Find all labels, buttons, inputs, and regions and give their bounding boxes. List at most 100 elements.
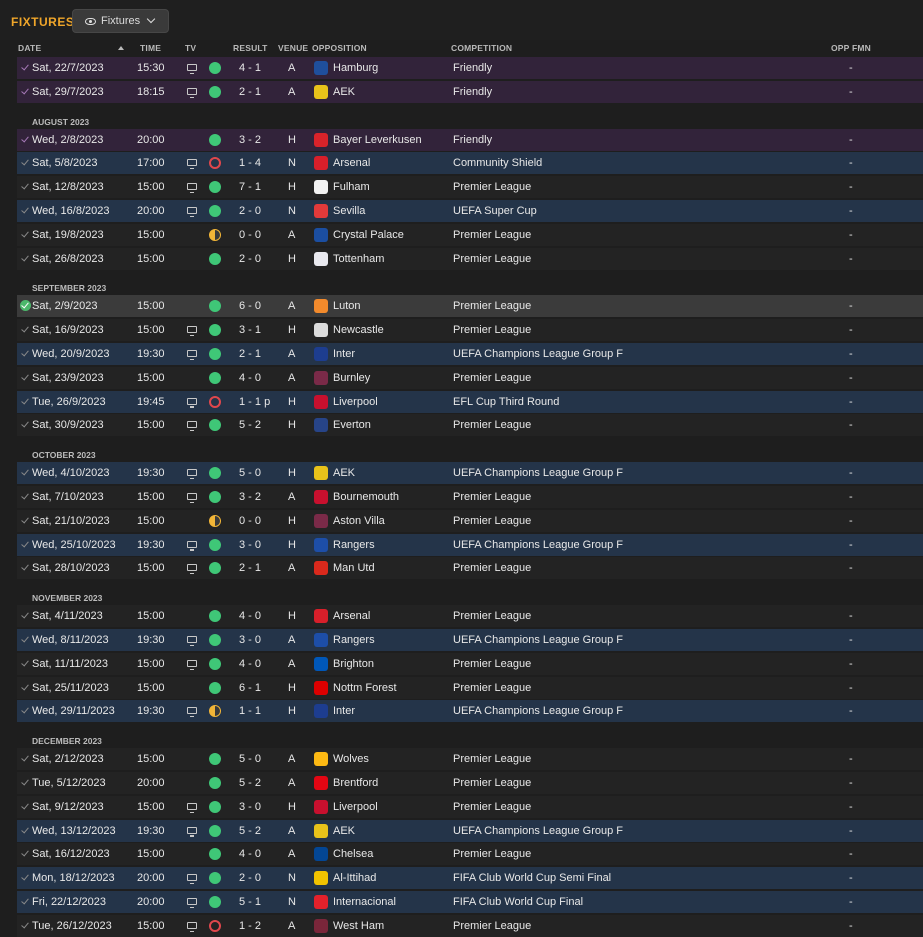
fixture-row[interactable]: Sat, 7/10/2023 15:00 3 - 2 A Bournemouth Prem…: [17, 486, 923, 508]
fixture-row[interactable]: Sat, 25/11/2023 15:00 6 - 1 H Nottm Forest Pr…: [17, 676, 923, 699]
top-bar: FIXTURES Fixtures: [0, 0, 923, 40]
fixture-date: Tue, 26/12/2023: [32, 919, 112, 932]
opposition-name[interactable]: Inter: [333, 705, 356, 718]
opposition-name[interactable]: Arsenal: [333, 610, 371, 623]
fixture-row[interactable]: Sat, 28/10/2023 15:00 2 - 1 A Man Utd Premier…: [17, 557, 923, 580]
fixture-row[interactable]: Sat, 29/7/2023 18:15 2 - 1 A AEK Friendly -: [17, 80, 923, 103]
opposition-name[interactable]: Hamburg: [333, 62, 379, 74]
fixture-row[interactable]: Sat, 12/8/2023 15:00 7 - 1 H Fulham Premier L…: [17, 176, 923, 199]
opposition-name[interactable]: Wolves: [333, 753, 369, 766]
opposition-name[interactable]: Arsenal: [333, 157, 371, 170]
win-indicator-icon: [209, 777, 221, 789]
fixture-row[interactable]: Sat, 11/11/2023 15:00 4 - 0 A Brighton Premie…: [17, 652, 923, 675]
opposition-name[interactable]: Internacional: [333, 896, 396, 908]
opposition-name[interactable]: Liverpool: [333, 395, 378, 408]
opposition-name[interactable]: Al-Ittihad: [333, 872, 377, 885]
col-opp-fmn[interactable]: OPP FMN: [831, 43, 871, 53]
match-score: 5 - 2: [239, 777, 262, 789]
fixture-row[interactable]: Sat, 30/9/2023 15:00 5 - 2 H Everton Premier …: [17, 414, 923, 437]
col-venue[interactable]: VENUE: [278, 43, 309, 53]
opposition-name[interactable]: Luton: [333, 300, 361, 313]
opposition-name[interactable]: Chelsea: [333, 848, 374, 861]
fixture-row[interactable]: Sat, 2/12/2023 15:00 5 - 0 A Wolves Premier L…: [17, 748, 923, 771]
played-check-icon: [20, 872, 31, 883]
win-indicator-icon: [209, 657, 221, 670]
club-crest-icon: [314, 204, 328, 218]
opposition-name[interactable]: Burnley: [333, 371, 371, 384]
col-date[interactable]: DATE: [18, 43, 42, 53]
played-check-icon: [20, 324, 31, 335]
fixture-row[interactable]: Wed, 2/8/2023 20:00 3 - 2 H Bayer Leverkusen…: [17, 128, 923, 151]
kickoff-time: 15:00: [137, 514, 165, 527]
win-indicator-icon: [209, 348, 221, 360]
competition-name: Premier League: [453, 848, 532, 861]
fixture-row[interactable]: Sat, 2/9/2023 15:00 6 - 0 A Luton Premier Lea…: [17, 295, 923, 318]
match-score: 4 - 0: [239, 610, 262, 623]
opposition-name[interactable]: Man Utd: [333, 562, 375, 575]
fixture-row[interactable]: Mon, 18/12/2023 20:00 2 - 0 N Al-Ittihad FIFA…: [17, 867, 923, 890]
fixture-row[interactable]: Sat, 9/12/2023 15:00 3 - 0 H Liverpool Premie…: [17, 795, 923, 818]
view-selector-button[interactable]: Fixtures: [72, 9, 169, 33]
opposition-name[interactable]: Liverpool: [333, 800, 378, 813]
fixture-row[interactable]: Wed, 20/9/2023 19:30 2 - 1 A Inter UEFA Champ…: [17, 343, 923, 365]
opposition-name[interactable]: Bayer Leverkusen: [333, 133, 422, 146]
fixture-row[interactable]: Sat, 21/10/2023 15:00 0 - 0 H Aston Villa Pre…: [17, 509, 923, 532]
fixture-row[interactable]: Sat, 16/12/2023 15:00 4 - 0 A Chelsea Premier…: [17, 843, 923, 866]
opp-formation: -: [849, 324, 853, 337]
opposition-name[interactable]: Everton: [333, 419, 371, 432]
fixture-row[interactable]: Sat, 16/9/2023 15:00 3 - 1 H Newcastle Premie…: [17, 319, 923, 342]
fixture-row[interactable]: Wed, 16/8/2023 20:00 2 - 0 N Sevilla UEFA Sup…: [17, 200, 923, 222]
opposition-name[interactable]: Rangers: [333, 634, 375, 646]
match-score: 5 - 0: [239, 753, 262, 766]
competition-name: Premier League: [453, 252, 532, 265]
fixture-row[interactable]: Fri, 22/12/2023 20:00 5 - 1 N Internacional F…: [17, 891, 923, 913]
opposition-name[interactable]: Sevilla: [333, 205, 366, 217]
club-crest-icon: [314, 799, 328, 814]
opposition-name[interactable]: Newcastle: [333, 324, 384, 337]
fixture-row[interactable]: Sat, 26/8/2023 15:00 2 - 0 H Tottenham Premie…: [17, 247, 923, 270]
opposition-name[interactable]: AEK: [333, 467, 356, 480]
fixture-row[interactable]: Wed, 4/10/2023 19:30 5 - 0 H AEK UEFA Champio…: [17, 462, 923, 485]
opposition-name[interactable]: Bournemouth: [333, 491, 400, 503]
played-check-icon: [20, 229, 31, 240]
opposition-name[interactable]: AEK: [333, 824, 356, 837]
played-check-icon: [20, 419, 31, 430]
opposition-name[interactable]: Aston Villa: [333, 514, 385, 527]
fixture-row[interactable]: Sat, 22/7/2023 15:30 4 - 1 A Hamburg Friendly…: [17, 57, 923, 79]
fixture-row[interactable]: Tue, 5/12/2023 20:00 5 - 2 A Brentford Premie…: [17, 772, 923, 794]
opposition-name[interactable]: Fulham: [333, 181, 370, 194]
opposition-name[interactable]: Inter: [333, 348, 356, 360]
club-crest-icon: [314, 156, 328, 171]
fixture-row[interactable]: Sat, 5/8/2023 17:00 1 - 4 N Arsenal Community…: [17, 152, 923, 175]
opposition-name[interactable]: West Ham: [333, 919, 385, 932]
opposition-name[interactable]: Brentford: [333, 777, 379, 789]
col-competition[interactable]: COMPETITION: [451, 43, 513, 53]
fixture-row[interactable]: Tue, 26/12/2023 15:00 1 - 2 A West Ham Premie…: [17, 914, 923, 937]
fixture-date: Sat, 25/11/2023: [32, 681, 109, 694]
win-indicator-icon: [209, 85, 221, 98]
fixture-row[interactable]: Tue, 26/9/2023 19:45 1 - 1 p H Liverpool EFL …: [17, 390, 923, 413]
fixture-row[interactable]: Sat, 19/8/2023 15:00 0 - 0 A Crystal Palace P…: [17, 223, 923, 246]
match-score: 7 - 1: [239, 181, 262, 194]
opposition-name[interactable]: Nottm Forest: [333, 681, 397, 694]
fixture-row[interactable]: Wed, 29/11/2023 19:30 1 - 1 H Inter UEFA Cham…: [17, 700, 923, 723]
fixture-row[interactable]: Wed, 13/12/2023 19:30 5 - 2 A AEK UEFA Champi…: [17, 819, 923, 842]
opposition-name[interactable]: Rangers: [333, 538, 375, 551]
col-result[interactable]: RESULT: [233, 43, 268, 53]
fixture-row[interactable]: Wed, 25/10/2023 19:30 3 - 0 H Rangers UEFA Ch…: [17, 533, 923, 556]
col-opposition[interactable]: OPPOSITION: [312, 43, 367, 53]
opposition-name[interactable]: Tottenham: [333, 252, 385, 265]
fixture-date: Sat, 23/9/2023: [32, 371, 104, 384]
fixture-row[interactable]: Sat, 4/11/2023 15:00 4 - 0 H Arsenal Premier …: [17, 605, 923, 628]
fixture-row[interactable]: Wed, 8/11/2023 19:30 3 - 0 A Rangers UEFA Cha…: [17, 629, 923, 651]
opposition-name[interactable]: AEK: [333, 85, 356, 98]
kickoff-time: 15:00: [137, 252, 165, 265]
opposition-name[interactable]: Crystal Palace: [333, 228, 404, 241]
col-tv[interactable]: TV: [185, 43, 197, 53]
tv-icon: [187, 64, 197, 74]
opposition-name[interactable]: Brighton: [333, 657, 374, 670]
competition-name: Premier League: [453, 514, 532, 527]
col-time[interactable]: TIME: [140, 43, 162, 53]
venue: H: [288, 252, 296, 265]
fixture-row[interactable]: Sat, 23/9/2023 15:00 4 - 0 A Burnley Premier …: [17, 366, 923, 389]
